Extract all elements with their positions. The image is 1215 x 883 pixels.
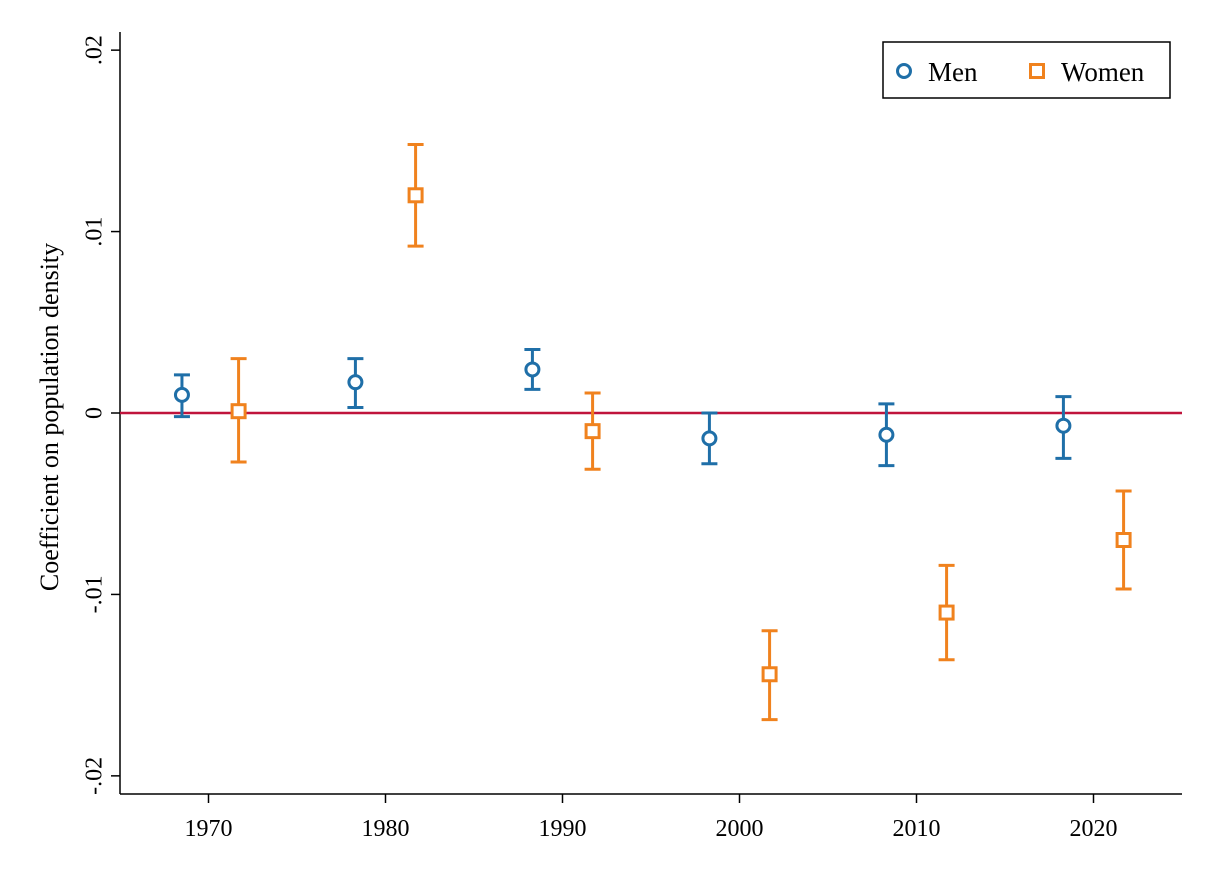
series-men [173,348,1072,468]
point-marker-square [938,604,955,621]
y-tick-label: -.01 [82,575,108,613]
y-axis-title: Coefficient on population density [35,243,64,591]
data-point [1115,489,1132,591]
point-marker-square [584,423,601,440]
y-tick-label: 0 [82,407,108,419]
data-point [407,142,424,248]
point-marker-circle [1055,417,1072,434]
legend-box [882,41,1171,99]
point-marker-square [761,666,778,683]
data-point [347,357,364,410]
x-tick-label: 1990 [539,816,587,842]
series-layer [173,142,1132,722]
axes: -.02 -.01 0 .01 .02 1970 1980 1990 2000 2010 2020 C… [35,32,1182,842]
y-tick-label: .02 [82,35,108,65]
point-marker-square [1115,532,1132,548]
x-tick-label: 2000 [716,816,764,842]
legend-label: Women [1061,57,1145,87]
point-marker-circle [524,361,541,378]
x-tick-label: 2020 [1070,816,1118,842]
legend-label: Men [928,57,978,87]
legend-marker-circle [896,63,912,79]
series-women [230,142,1132,722]
data-point [524,348,541,391]
data-point [1055,395,1072,460]
data-point [584,391,601,471]
point-marker-square [230,403,247,420]
x-tick-label: 1970 [185,816,233,842]
y-tick-label: -.02 [82,757,108,795]
point-marker-circle [347,374,364,391]
point-marker-square [407,187,424,204]
y-tick-label: .01 [82,217,108,247]
x-tick-label: 1980 [362,816,410,842]
point-marker-circle [878,426,895,443]
data-point [701,411,718,466]
point-marker-circle [701,430,718,447]
x-tick-label: 2010 [893,816,941,842]
data-point [938,563,955,662]
point-marker-circle [173,386,190,403]
legend-marker-square [1029,63,1045,79]
data-point [878,402,895,468]
data-point [761,629,778,722]
legend: Men Women [882,41,1171,99]
data-point [230,357,247,464]
data-point [173,373,190,419]
